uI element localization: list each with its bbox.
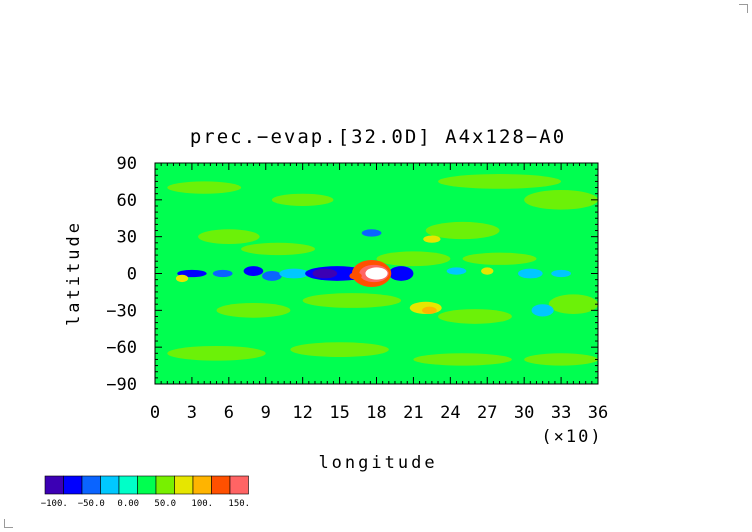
contour-feature: [312, 268, 338, 279]
contour-patch: [271, 193, 334, 206]
contour-feature: [361, 229, 382, 237]
contour-patch: [376, 251, 451, 267]
legend-label: 0.00: [117, 499, 139, 509]
legend-swatch: [118, 475, 138, 495]
contour-feature: [518, 268, 543, 279]
contour-feature: [243, 266, 264, 276]
x-axis-ticks: 0 3 6 9 12 15 18 21 24 27 30 33 36: [150, 163, 608, 423]
x-tick-label: 9: [261, 403, 271, 423]
legend-swatch: [229, 475, 249, 495]
legend-swatch: [81, 475, 101, 495]
y-tick-label: 0: [127, 265, 137, 285]
legend-swatch: [63, 475, 83, 495]
legend-swatch: [155, 475, 175, 495]
y-tick-label: 60: [117, 191, 137, 211]
y-axis-ticks: 90 60 30 0 −30 −60 −90: [106, 154, 598, 395]
x-tick-label: 24: [440, 403, 460, 423]
legend-swatch: [192, 475, 212, 495]
legend-label: −50.0: [78, 499, 105, 509]
x-tick-label: 30: [514, 403, 534, 423]
contour-patch: [302, 293, 402, 308]
contour-patch: [462, 252, 537, 265]
contour-feature: [262, 271, 282, 281]
contour-patch: [241, 242, 315, 256]
x-tick-label: 3: [187, 403, 197, 423]
y-tick-label: 90: [117, 154, 137, 174]
contour-patches: [167, 174, 599, 366]
x-tick-label: 0: [150, 403, 160, 423]
x-tick-label: 18: [366, 403, 386, 423]
contour-patch: [548, 294, 599, 315]
contour-features: [175, 229, 571, 317]
contour-patch: [167, 345, 266, 361]
plot-area: [154, 162, 599, 385]
legend-label: 150.: [228, 499, 250, 509]
x-axis-scale-note: (×10): [541, 427, 602, 447]
x-tick-label: 15: [329, 403, 349, 423]
contour-feature: [279, 268, 309, 279]
contour-feature: [423, 235, 441, 243]
contour-patch: [198, 229, 260, 245]
contour-feature: [388, 266, 414, 281]
contour-patch: [524, 353, 598, 366]
contour-patch: [438, 309, 512, 324]
y-tick-label: −30: [106, 301, 137, 321]
contour-feature: [551, 269, 571, 278]
contour-feature: [349, 272, 362, 280]
contour-feature: [481, 267, 494, 275]
legend-label: 100.: [191, 499, 213, 509]
contour-feature: [365, 267, 388, 280]
x-axis-label: longitude: [318, 453, 437, 473]
legend-swatch: [137, 475, 157, 495]
contour-patch: [438, 174, 562, 189]
legend-swatch: [44, 475, 64, 495]
contour-patch: [290, 342, 389, 357]
chart-title: prec.−evap.[32.0D] A4x128−A0: [190, 126, 566, 148]
contour-feature: [422, 306, 437, 315]
legend-swatch: [211, 475, 231, 495]
contour-feature: [212, 269, 233, 278]
contour-patch: [167, 181, 242, 194]
legend-swatch: [100, 475, 120, 495]
x-tick-label: 33: [551, 403, 571, 423]
contour-feature: [531, 304, 554, 317]
contour-patch: [524, 190, 598, 210]
color-legend: −100. −50.0 0.00 50.0 100. 150.: [41, 475, 250, 509]
legend-swatch: [174, 475, 194, 495]
contour-feature: [175, 274, 189, 283]
contour-patch: [413, 353, 512, 366]
x-tick-label: 12: [292, 403, 312, 423]
legend-label: −100.: [41, 499, 68, 509]
y-tick-label: −90: [106, 375, 137, 395]
x-tick-label: 21: [403, 403, 423, 423]
legend-label: 50.0: [154, 499, 176, 509]
contour-patch: [216, 302, 291, 318]
contour-patch: [425, 221, 500, 240]
y-axis-label: latitude: [64, 220, 84, 326]
x-tick-label: 27: [477, 403, 497, 423]
x-tick-label: 6: [224, 403, 234, 423]
contour-feature: [446, 267, 467, 275]
y-tick-label: 30: [117, 228, 137, 248]
x-tick-label: 36: [588, 403, 608, 423]
y-tick-label: −60: [106, 338, 137, 358]
